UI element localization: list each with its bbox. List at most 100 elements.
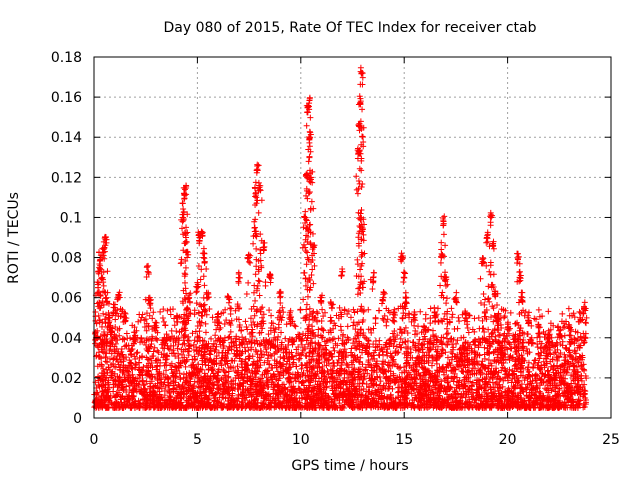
data-point	[365, 306, 372, 313]
data-point	[574, 389, 581, 396]
data-point	[232, 307, 239, 314]
data-point	[376, 374, 383, 381]
data-point	[240, 383, 247, 390]
data-point	[107, 339, 114, 346]
data-point	[417, 308, 424, 315]
data-point	[422, 311, 429, 318]
data-point	[315, 339, 322, 346]
data-point	[185, 352, 192, 359]
data-point	[459, 394, 466, 401]
data-point	[572, 350, 579, 357]
data-point	[530, 360, 537, 367]
data-point	[299, 371, 306, 378]
data-point	[491, 357, 498, 364]
data-point	[354, 380, 361, 387]
data-point	[562, 354, 569, 361]
data-point	[481, 329, 488, 336]
data-point	[322, 342, 329, 349]
data-point	[263, 391, 270, 398]
data-point	[549, 356, 556, 363]
data-point	[533, 316, 540, 323]
data-point	[146, 357, 153, 364]
data-point	[393, 343, 400, 350]
data-point	[501, 313, 508, 320]
data-point	[198, 379, 205, 386]
data-point	[465, 329, 472, 336]
data-point	[581, 334, 588, 341]
data-point	[336, 304, 343, 311]
data-point	[300, 347, 307, 354]
data-point	[526, 372, 533, 379]
data-point	[490, 329, 497, 336]
data-point	[449, 350, 456, 357]
data-point	[507, 309, 514, 316]
data-point	[360, 386, 367, 393]
data-point	[420, 380, 427, 387]
data-point	[377, 378, 384, 385]
data-point	[566, 347, 573, 354]
data-point	[343, 352, 350, 359]
data-point	[495, 310, 502, 317]
data-point	[265, 331, 272, 338]
data-point	[140, 377, 147, 384]
data-point	[447, 362, 454, 369]
data-point	[119, 308, 126, 315]
data-point	[508, 379, 515, 386]
data-point	[462, 374, 469, 381]
data-point	[347, 314, 354, 321]
data-point	[180, 375, 187, 382]
data-point	[519, 340, 526, 347]
data-point	[506, 339, 513, 346]
data-point	[303, 337, 310, 344]
data-point	[239, 386, 246, 393]
data-point	[483, 306, 490, 313]
data-point	[422, 376, 429, 383]
data-point	[538, 370, 545, 377]
data-point	[265, 352, 272, 359]
data-point	[328, 373, 335, 380]
data-point	[237, 381, 244, 388]
data-point	[190, 341, 197, 348]
data-point	[171, 315, 178, 322]
data-point	[514, 382, 521, 389]
data-point	[221, 320, 228, 327]
data-point	[427, 335, 434, 342]
data-point	[304, 359, 311, 366]
data-point	[246, 352, 253, 359]
data-point	[106, 397, 113, 404]
data-point	[449, 311, 456, 318]
data-point	[370, 341, 377, 348]
data-point	[554, 340, 561, 347]
data-point	[566, 363, 573, 370]
data-point	[239, 348, 246, 355]
data-point	[297, 306, 304, 313]
data-point	[184, 337, 191, 344]
data-point	[582, 334, 589, 341]
data-point	[580, 366, 587, 373]
data-point	[454, 390, 461, 397]
data-point	[130, 374, 137, 381]
data-point	[414, 354, 421, 361]
data-point	[449, 314, 456, 321]
data-point	[252, 346, 259, 353]
data-point	[175, 354, 182, 361]
data-point	[391, 327, 398, 334]
data-point	[312, 370, 319, 377]
data-point	[351, 309, 358, 316]
data-point	[162, 322, 169, 329]
data-point	[559, 338, 566, 345]
data-point	[363, 335, 370, 342]
data-point	[223, 317, 230, 324]
data-point	[443, 391, 450, 398]
data-point	[372, 320, 379, 327]
data-point	[415, 346, 422, 353]
data-point	[330, 325, 337, 332]
data-point	[326, 360, 333, 367]
data-point	[335, 335, 342, 342]
data-point	[495, 351, 502, 358]
data-point	[350, 306, 357, 313]
data-point	[191, 311, 198, 318]
data-point	[126, 346, 133, 353]
data-point	[212, 332, 219, 339]
